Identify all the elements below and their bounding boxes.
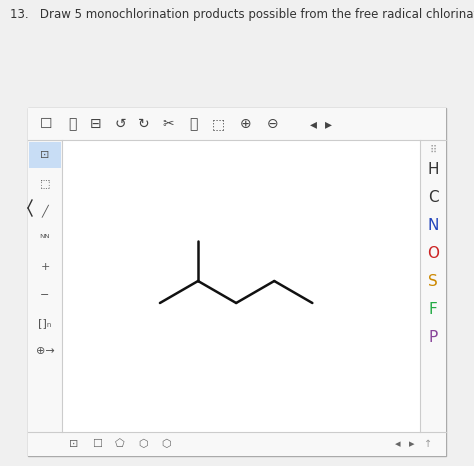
Text: ◂: ◂ (395, 439, 401, 449)
Text: F: F (428, 302, 438, 317)
Bar (28, 432, 446, 456)
Bar (420, 140, 446, 432)
Text: S: S (428, 274, 438, 289)
Text: ⊖: ⊖ (267, 117, 279, 131)
Text: ╱: ╱ (42, 205, 48, 218)
Text: +: + (40, 262, 50, 272)
Text: ☐: ☐ (92, 439, 102, 449)
Text: ᴺᴺ: ᴺᴺ (40, 234, 50, 244)
Text: ⠿: ⠿ (429, 145, 437, 155)
Text: 🗁: 🗁 (68, 117, 76, 131)
Text: ⊡: ⊡ (40, 150, 50, 160)
Text: ⎘: ⎘ (189, 117, 197, 131)
Bar (28, 108, 446, 140)
Text: ▸: ▸ (409, 439, 415, 449)
Text: ⊡: ⊡ (69, 439, 79, 449)
Text: ⬚: ⬚ (40, 178, 50, 188)
Text: N: N (428, 219, 439, 233)
Text: 13.   Draw 5 monochlorination products possible from the free radical chlorinati: 13. Draw 5 monochlorination products pos… (10, 8, 474, 21)
Text: P: P (428, 330, 438, 345)
Text: ↺: ↺ (114, 117, 126, 131)
Text: O: O (427, 247, 439, 261)
Text: ⬡: ⬡ (161, 439, 171, 449)
Bar (28, 108, 446, 456)
Text: ✂: ✂ (162, 117, 174, 131)
Text: ⬚: ⬚ (211, 117, 225, 131)
Text: ↻: ↻ (138, 117, 150, 131)
Text: ⊕: ⊕ (240, 117, 252, 131)
Text: ⬡: ⬡ (138, 439, 148, 449)
Text: ◂: ◂ (310, 117, 317, 131)
Text: C: C (428, 191, 438, 206)
Text: []ₙ: []ₙ (38, 318, 52, 328)
Text: ▸: ▸ (325, 117, 331, 131)
Text: H: H (427, 163, 439, 178)
Text: ⊕→: ⊕→ (36, 346, 55, 356)
Bar (28, 140, 62, 432)
Text: ☐: ☐ (40, 117, 52, 131)
Bar (29, 142, 61, 168)
Text: ⬠: ⬠ (115, 439, 125, 449)
Text: −: − (40, 290, 50, 300)
Text: ↑: ↑ (424, 439, 432, 449)
Text: ⊟: ⊟ (90, 117, 102, 131)
